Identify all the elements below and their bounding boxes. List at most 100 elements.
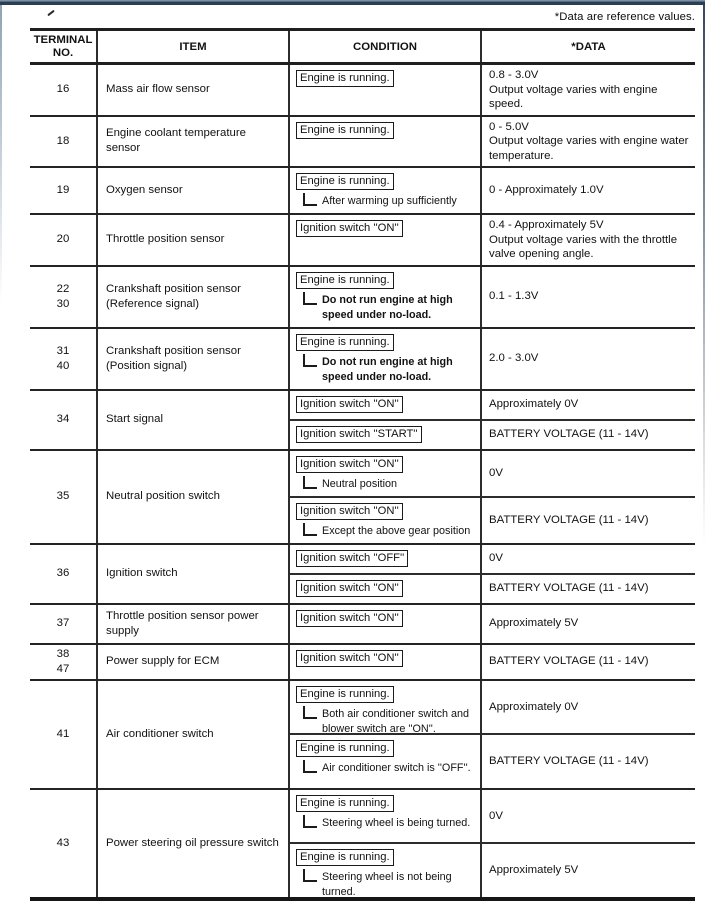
terminal-no-cell: 37 (30, 604, 98, 643)
data-line: 0.1 - 1.3V (489, 290, 539, 303)
condition-cell: Ignition switch ''START'' (290, 420, 482, 449)
col-header-item: ITEM (98, 31, 290, 62)
table-row: 34 Start signal Ignition switch ''ON'' Appr… (30, 388, 695, 449)
data-cell: Approximately 5V (482, 844, 695, 897)
condition-data-subrow: Ignition switch ''ON'' Approximately 0V (290, 390, 695, 419)
condition-cell: Engine is running. Steering wheel is not … (290, 844, 482, 900)
data-line: 2.0 - 3.0V (489, 352, 539, 365)
item-cell: Crankshaft position sensor (Reference si… (98, 266, 290, 327)
condition-data-group: Engine is running. Do not run engine at h… (290, 266, 695, 327)
condition-data-subrow: Ignition switch ''ON'' Except the above g… (290, 495, 695, 543)
tree-connector-icon (303, 814, 317, 828)
condition-cell: Engine is running. Steering wheel is bein… (290, 789, 482, 842)
terminal-number: 37 (56, 617, 70, 629)
condition-box: Ignition switch ''ON'' (296, 649, 403, 667)
terminal-no-cell: 18 (30, 116, 98, 166)
condition-data-subrow: Engine is running. Do not run engine at h… (290, 266, 695, 327)
condition-box: Ignition switch ''START'' (296, 425, 422, 443)
scan-top-edge (0, 0, 705, 5)
terminal-number: 36 (56, 567, 70, 579)
terminal-number: 47 (56, 662, 70, 675)
data-line: Approximately 5V (489, 617, 579, 630)
data-line: 0.4 - Approximately 5V (489, 219, 604, 231)
data-cell: Approximately 0V (482, 681, 695, 734)
condition-note: Do not run engine at high speed under no… (322, 355, 453, 383)
scan-right-edge (703, 5, 705, 545)
data-line: BATTERY VOLTAGE (11 - 14V) (489, 513, 649, 526)
condition-box: Engine is running. (296, 70, 394, 87)
condition-data-subrow: Ignition switch ''OFF'' 0V (290, 544, 695, 573)
condition-box: Ignition switch ''ON'' (296, 220, 403, 237)
terminal-no-cell: 31 40 (30, 328, 98, 389)
data-cell: 0 - Approximately 1.0V (482, 168, 695, 213)
data-line: BATTERY VOLTAGE (11 - 14V) (489, 582, 649, 595)
condition-note-row: Except the above gear position (296, 521, 477, 539)
terminal-number: 18 (56, 134, 70, 147)
item-cell: Neutral position switch (98, 450, 290, 543)
condition-data-group: Engine is running. After warming up suffi… (290, 168, 695, 213)
stray-pen-mark (47, 9, 55, 17)
tree-connector-icon (303, 705, 317, 719)
terminal-number: 20 (56, 233, 70, 246)
terminal-number: 34 (56, 413, 70, 425)
data-cell: 2.0 - 3.0V (482, 329, 695, 389)
table-header-row: TERMINAL NO. ITEM CONDITION *DATA (30, 31, 695, 65)
item-cell: Throttle position sensor power supply (98, 604, 290, 643)
condition-data-subrow: Engine is running. 0.8 - 3.0V Output volta… (290, 65, 695, 115)
scan-left-edge (0, 5, 2, 305)
condition-data-group: Engine is running. Do not run engine at h… (290, 328, 695, 389)
table-row: 16 Mass air flow sensor Engine is running.… (30, 65, 695, 115)
tree-connector-icon (303, 353, 317, 367)
condition-cell: Engine is running. Do not run engine at h… (290, 328, 482, 389)
data-line: Approximately 5V (489, 864, 579, 876)
condition-box: Ignition switch ''ON'' (296, 395, 403, 413)
data-cell: 0.1 - 1.3V (482, 267, 695, 327)
condition-note-row: Do not run engine at high speed under no… (296, 290, 477, 323)
condition-data-subrow: Engine is running. Both air conditioner s… (290, 680, 695, 737)
condition-note: Do not run engine at high speed under no… (322, 293, 453, 321)
condition-note-row: Steering wheel is not being turned. (296, 867, 477, 900)
condition-note-row: Steering wheel is being turned. (296, 813, 477, 831)
tree-connector-icon (303, 760, 317, 773)
terminal-no-cell: 36 (30, 544, 98, 603)
condition-box: Ignition switch ''ON'' (296, 455, 403, 473)
condition-data-subrow: Ignition switch ''ON'' Approximately 5V (290, 604, 695, 643)
ecm-terminal-table: TERMINAL NO. ITEM CONDITION *DATA 16 Mass… (30, 28, 695, 901)
data-line: BATTERY VOLTAGE (11 - 14V) (489, 655, 649, 668)
condition-cell: Engine is running. Do not run engine at h… (290, 266, 482, 327)
table-row: 43 Power steering oil pressure switch Engi… (30, 787, 695, 900)
tree-connector-icon (303, 291, 317, 305)
table-row: 35 Neutral position switch Ignition switch… (30, 448, 695, 543)
terminal-no-cell: 34 (30, 390, 98, 449)
condition-box: Engine is running. (296, 849, 394, 866)
table-row: 38 47 Power supply for ECM Ignition switch … (30, 642, 695, 679)
data-cell: BATTERY VOLTAGE (11 - 14V) (482, 498, 695, 543)
data-cell: BATTERY VOLTAGE (11 - 14V) (482, 645, 695, 679)
condition-data-subrow: Engine is running. Do not run engine at h… (290, 328, 695, 389)
condition-note-row: Both air conditioner switch and blower s… (296, 704, 477, 737)
col-header-condition: CONDITION (290, 31, 482, 62)
terminal-number: 43 (56, 836, 70, 849)
terminal-no-cell: 16 (30, 65, 98, 115)
condition-data-subrow: Ignition switch ''ON'' BATTERY VOLTAGE (1… (290, 644, 695, 679)
terminal-no-cell: 43 (30, 789, 98, 897)
data-line: Approximately 0V (489, 398, 579, 411)
terminal-number: 30 (56, 297, 70, 310)
condition-box: Engine is running. (296, 740, 394, 757)
tree-connector-icon (303, 522, 317, 536)
terminal-number: 41 (56, 727, 70, 740)
data-cell: 0 - 5.0V Output voltage varies with engin… (482, 117, 695, 167)
tree-connector-icon (303, 193, 317, 206)
condition-note-row: Neutral position (296, 474, 477, 492)
data-line: BATTERY VOLTAGE (11 - 14V) (489, 755, 649, 767)
table-row: 37 Throttle position sensor power supply I… (30, 602, 695, 643)
data-cell: BATTERY VOLTAGE (11 - 14V) (482, 735, 695, 788)
condition-data-group: Ignition switch ''ON'' 0.4 - Approximatel… (290, 215, 695, 265)
terminal-number: 22 (56, 282, 70, 295)
condition-box: Ignition switch ''ON'' (296, 579, 403, 597)
data-cell: BATTERY VOLTAGE (11 - 14V) (482, 575, 695, 603)
condition-note: Except the above gear position (322, 524, 471, 537)
condition-box: Engine is running. (296, 333, 394, 351)
condition-data-subrow: Engine is running. Air conditioner switch… (290, 733, 695, 788)
item-cell: Oxygen sensor (98, 168, 290, 213)
